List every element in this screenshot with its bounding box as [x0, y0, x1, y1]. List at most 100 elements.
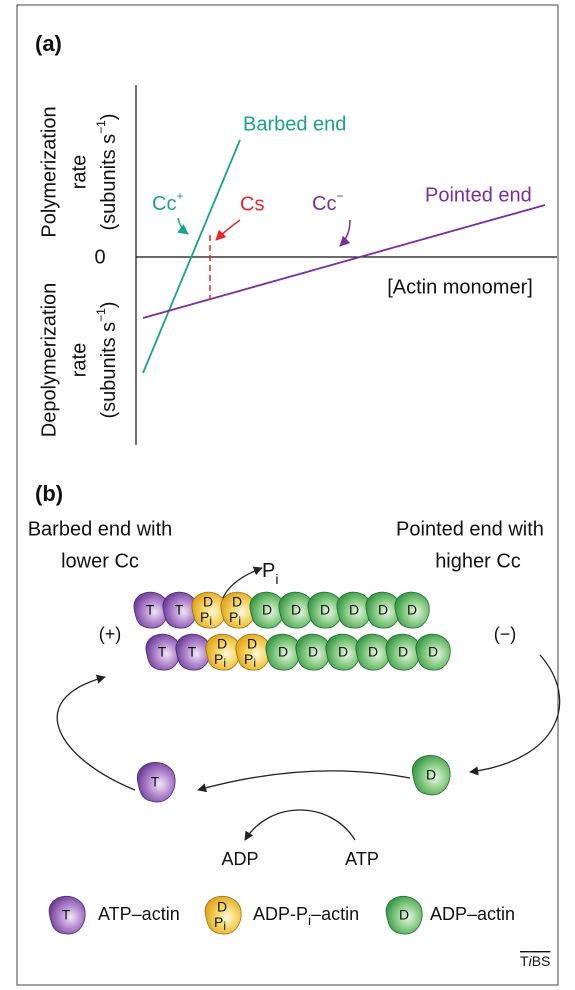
- t: Cc: [152, 193, 176, 215]
- y-upper-label: Polymerization rate (subunits s−1): [38, 106, 120, 237]
- subunit: D: [266, 634, 300, 670]
- adp-label: ADP: [221, 849, 258, 869]
- atp-label: ATP: [345, 849, 379, 869]
- subunit-label: P: [214, 914, 223, 930]
- legend-label: ATP–actin: [98, 904, 180, 924]
- subunit-label: D: [247, 636, 257, 652]
- subunit-label: D: [217, 636, 227, 652]
- cc-plus: Cc+: [152, 189, 183, 215]
- subunit-label: P: [244, 651, 253, 667]
- barbed-label: Barbed end: [243, 113, 346, 135]
- subunit-label: P: [229, 609, 238, 625]
- t: ADP-P: [253, 904, 308, 924]
- arrow: [340, 220, 350, 246]
- subunit-label: P: [214, 651, 223, 667]
- t: ): [98, 113, 120, 120]
- caption: Pointed end with: [396, 518, 544, 540]
- subunit-label: D: [368, 644, 378, 660]
- subunit-label: D: [399, 907, 409, 923]
- legend-label: ADP-Pi–actin: [253, 904, 359, 928]
- subunit-label: D: [378, 602, 388, 618]
- sup: −1: [94, 120, 108, 134]
- footer: TiBS: [520, 953, 550, 969]
- arrow: [178, 218, 188, 234]
- subunit: D: [386, 896, 422, 934]
- subunit: T: [137, 762, 175, 802]
- y-lower-label: Depolymerization rate (subunits s−1): [38, 283, 120, 438]
- t: (subunits s: [98, 134, 120, 231]
- subunit-label: T: [62, 907, 71, 923]
- arrow: [216, 220, 240, 240]
- subunit: D: [386, 634, 420, 670]
- arrow: [245, 810, 355, 840]
- figure: (a) 0 Polymerization rate (subunits s−1)…: [0, 0, 575, 990]
- subunit-label: D: [407, 602, 417, 618]
- y-line: Polymerization: [38, 106, 60, 237]
- y-line: rate: [68, 343, 90, 377]
- subunit-label: D: [320, 602, 330, 618]
- arrow: [57, 677, 135, 790]
- subunit-label: D: [291, 602, 301, 618]
- subunit-label: i: [223, 656, 226, 670]
- cc-minus: Cc−: [312, 189, 343, 215]
- subunit-label: P: [200, 609, 209, 625]
- plus-end: (+): [99, 624, 122, 644]
- subunit-label: D: [308, 644, 318, 660]
- subunit: DPi: [236, 634, 270, 670]
- legend-label: ADP–actin: [430, 904, 515, 924]
- subunit: D: [296, 634, 330, 670]
- subunit: D: [356, 634, 390, 670]
- subunit: T: [49, 896, 85, 934]
- subunit-label: T: [188, 644, 197, 660]
- x-axis-label: [Actin monomer]: [387, 276, 533, 298]
- cs-label: Cs: [240, 193, 264, 215]
- subunit-label: i: [238, 614, 241, 628]
- y-line: (subunits s−1): [94, 113, 120, 230]
- subunit-label: T: [158, 644, 167, 660]
- subunit-label: T: [175, 602, 184, 618]
- arrow: [198, 771, 410, 790]
- panel-label: (a): [35, 31, 62, 56]
- subunit-label: D: [428, 644, 438, 660]
- subunit: D: [416, 634, 450, 670]
- subunit-label: D: [203, 594, 213, 610]
- minus-end: (−): [494, 624, 517, 644]
- t: –actin: [311, 904, 359, 924]
- subunit-label: D: [262, 602, 272, 618]
- caption: Barbed end with: [28, 518, 173, 540]
- pointed-label: Pointed end: [425, 184, 532, 206]
- subunit-label: D: [398, 644, 408, 660]
- sub: i: [275, 571, 278, 587]
- subunit-label: i: [223, 919, 226, 933]
- subunit: D: [326, 634, 360, 670]
- t: BS: [532, 953, 551, 969]
- subunit-label: D: [426, 767, 436, 783]
- legend: ATP–actin ADP-Pi–actin ADP–actin: [98, 904, 515, 928]
- subunit-label: D: [338, 644, 348, 660]
- caption: higher Cc: [435, 550, 521, 572]
- y-line: (subunits s−1): [94, 301, 120, 418]
- subunit: D: [395, 592, 429, 628]
- pi-label: Pi: [262, 560, 278, 586]
- subunit-label: D: [349, 602, 359, 618]
- caption: lower Cc: [61, 550, 139, 572]
- subunit: T: [146, 634, 180, 670]
- filament: TTDPiDPiDDDDDDTTDPiDPiDDDDDD: [134, 592, 450, 670]
- t: ): [98, 301, 120, 308]
- subunit-label: D: [232, 594, 242, 610]
- sup: −1: [94, 308, 108, 322]
- subunit-label: i: [253, 656, 256, 670]
- subunit: D: [412, 755, 450, 795]
- subunit-label: D: [278, 644, 288, 660]
- subunit: DPi: [206, 634, 240, 670]
- t: (subunits s: [98, 322, 120, 419]
- subunit: DPi: [205, 896, 241, 934]
- sup: −: [336, 189, 343, 203]
- sup: +: [176, 189, 183, 203]
- subunit-label: D: [217, 899, 227, 915]
- pointed-line: [143, 205, 545, 318]
- t: Cc: [312, 193, 336, 215]
- y-line: Depolymerization: [38, 283, 60, 438]
- arrow: [470, 655, 560, 772]
- y-line: rate: [68, 155, 90, 189]
